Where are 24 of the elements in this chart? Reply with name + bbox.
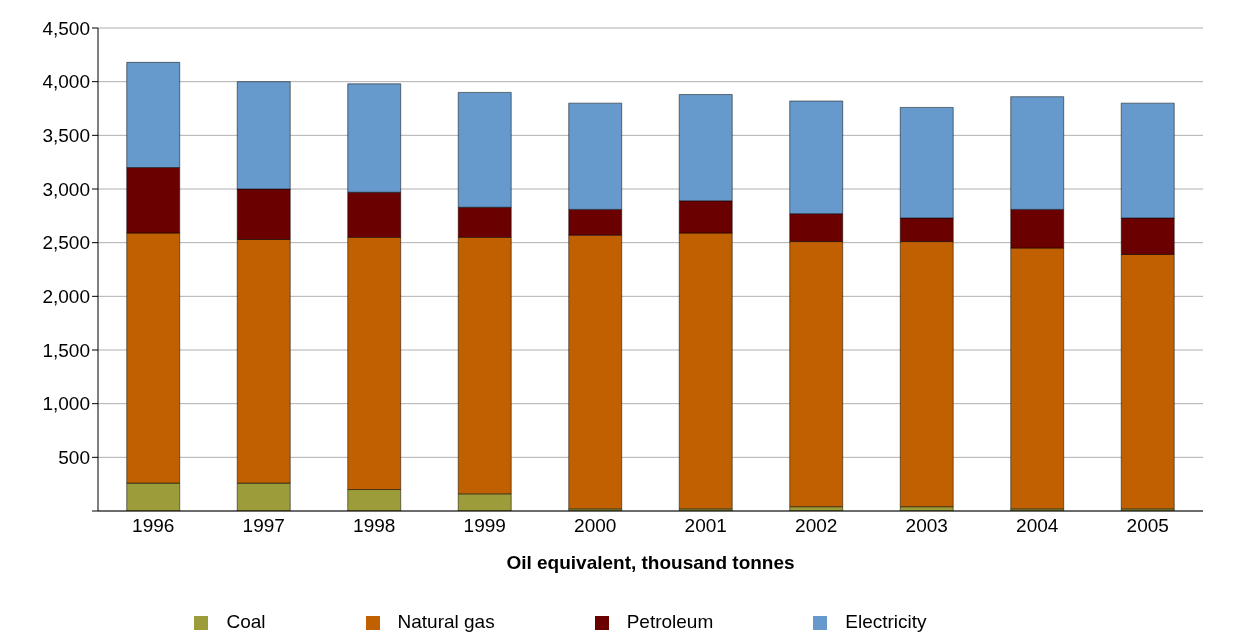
x-tick-label: 2000 xyxy=(574,515,617,537)
x-tick-label: 1997 xyxy=(242,515,285,537)
x-tick-label: 1999 xyxy=(463,515,506,537)
x-tick-label: 2005 xyxy=(1126,515,1169,537)
y-tick-label: 4,500 xyxy=(42,17,90,39)
x-tick-label: 1998 xyxy=(353,515,396,537)
legend-label: Coal xyxy=(226,611,266,632)
y-tick-label: 500 xyxy=(58,447,90,469)
y-tick-label: 4,000 xyxy=(42,71,90,93)
legend-label: Natural gas xyxy=(397,611,495,632)
y-tick-label: 3,000 xyxy=(42,178,90,200)
y-tick-label: 2,000 xyxy=(42,286,90,308)
legend-label: Electricity xyxy=(845,611,927,632)
x-tick-label: 2001 xyxy=(684,515,727,537)
x-tick-label: 2004 xyxy=(1016,515,1059,537)
y-tick-label: 1,000 xyxy=(42,393,90,415)
y-tick-label: 3,500 xyxy=(42,125,90,147)
x-tick-label: 1996 xyxy=(132,515,175,537)
x-axis-title: Oil equivalent, thousand tonnes xyxy=(506,552,795,573)
y-tick-label: 1,500 xyxy=(42,339,90,361)
x-tick-label: 2003 xyxy=(905,515,948,537)
x-tick-label: 2002 xyxy=(795,515,838,537)
legend-label: Petroleum xyxy=(626,611,714,632)
y-tick-label: 2,500 xyxy=(42,232,90,254)
